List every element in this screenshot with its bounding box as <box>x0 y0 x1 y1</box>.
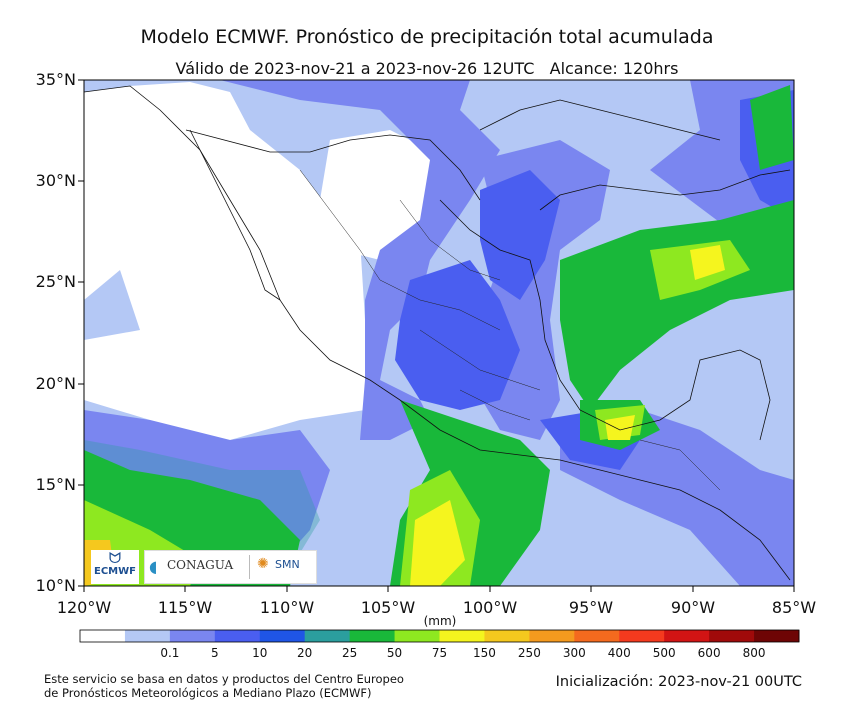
colorbar-tick-label: 50 <box>386 646 403 660</box>
smn-logo-text: SMN <box>275 558 300 571</box>
y-tick-label: 30°N <box>35 171 76 190</box>
colorbar-tick-label: 25 <box>341 646 358 660</box>
colorbar-segment <box>439 630 485 642</box>
ecmwf-logo-text: ECMWF <box>94 566 136 577</box>
colorbar-unit: (mm) <box>423 614 457 628</box>
x-tick-label: 105°W <box>360 598 416 617</box>
colorbar-segment <box>529 630 575 642</box>
colorbar-tick-label: 75 <box>431 646 448 660</box>
colorbar-tick-label: 600 <box>697 646 721 660</box>
plot-frame <box>83 79 795 587</box>
footnote: Este servicio se basa en datos y product… <box>44 672 404 700</box>
colorbar-tick-label: 150 <box>472 646 496 660</box>
footnote-line: Este servicio se basa en datos y product… <box>44 672 404 686</box>
x-tick-label: 120°W <box>56 598 112 617</box>
x-tick-label: 110°W <box>259 598 315 617</box>
colorbar-tick-label: 300 <box>562 646 586 660</box>
colorbar-segment <box>304 630 351 642</box>
colorbar-segment <box>664 630 710 642</box>
colorbar-segment <box>394 630 440 642</box>
colorbar-segment <box>80 630 126 642</box>
map-title: Modelo ECMWF. Pronóstico de precipitació… <box>140 26 714 48</box>
colorbar-segment <box>754 630 800 642</box>
coastlines <box>83 85 791 581</box>
x-tick-label: 85°W <box>771 598 817 617</box>
axis-ticks <box>78 79 795 592</box>
logo-divider <box>249 555 250 579</box>
colorbar-tick-label: 5 <box>210 646 219 660</box>
initialization-time: Inicialización: 2023-nov-21 00UTC <box>555 674 802 690</box>
colorbar-tick-label: 250 <box>517 646 541 660</box>
y-tick-label: 10°N <box>35 576 76 595</box>
conagua-smn-logo: ◖ CONAGUA ✺ SMN <box>144 550 317 584</box>
x-tick-label: 115°W <box>157 598 213 617</box>
colorbar-segment <box>169 630 216 642</box>
colorbar-segment <box>574 630 620 642</box>
smn-sun-icon: ✺ <box>257 556 269 572</box>
x-tick-label: 90°W <box>670 598 716 617</box>
footnote-line: de Pronósticos Meteorológicos a Mediano … <box>44 686 372 700</box>
x-tick-label: 100°W <box>462 598 518 617</box>
y-tick-label: 35°N <box>35 70 76 89</box>
colorbar-segment <box>484 630 530 642</box>
y-tick-label: 20°N <box>35 374 76 393</box>
colorbar-segment <box>214 630 261 642</box>
colorbar-tick-label: 400 <box>607 646 631 660</box>
colorbar-segment <box>124 630 171 642</box>
colorbar-tick-label: 0.1 <box>160 646 180 660</box>
state-borders <box>299 169 721 491</box>
precipitation-field <box>84 80 794 586</box>
ecmwf-logo: ᗢ ECMWF <box>91 550 139 584</box>
colorbar-tick-label: 10 <box>252 646 268 660</box>
y-tick-label: 15°N <box>35 475 76 494</box>
colorbar-segment <box>259 630 306 642</box>
conagua-logo-text: CONAGUA <box>167 558 234 572</box>
colorbar-segment <box>709 630 755 642</box>
x-tick-label: 95°W <box>568 598 614 617</box>
ecmwf-symbol-icon: ᗢ <box>108 549 122 567</box>
colorbar <box>79 629 800 643</box>
map-subtitle: Válido de 2023-nov-21 a 2023-nov-26 12UT… <box>175 59 679 78</box>
conagua-drop-icon: ◖ <box>149 557 158 576</box>
colorbar-frame <box>79 629 800 643</box>
colorbar-tick-label: 20 <box>297 646 313 660</box>
colorbar-tick-label: 800 <box>742 646 766 660</box>
y-tick-label: 25°N <box>35 272 76 291</box>
colorbar-segment <box>349 630 396 642</box>
colorbar-tick-label: 500 <box>652 646 676 660</box>
colorbar-segment <box>619 630 665 642</box>
